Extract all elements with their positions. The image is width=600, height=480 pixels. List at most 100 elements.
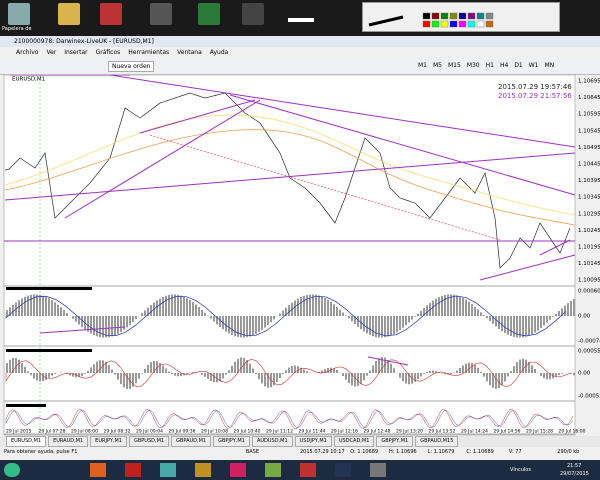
- timestamp: 2015.07.29 19:57:46: [498, 83, 572, 91]
- color-swatch[interactable]: [476, 20, 485, 28]
- histogram-bar: [501, 316, 503, 332]
- status-field: H: 1.10696: [388, 449, 417, 455]
- chart-tab[interactable]: AUDUSD,M1: [251, 436, 293, 447]
- timeframe-button[interactable]: M1: [418, 62, 427, 69]
- histogram-bar: [534, 316, 536, 333]
- histogram-bar: [132, 316, 134, 323]
- histogram-bar: [321, 296, 323, 316]
- taskbar-app[interactable]: [195, 463, 211, 477]
- histogram-bar: [216, 316, 218, 325]
- histogram-bar: [525, 359, 527, 373]
- chart-tab[interactable]: GBPAUD,M1: [171, 436, 212, 447]
- color-swatch[interactable]: [485, 12, 494, 20]
- color-swatch[interactable]: [449, 20, 458, 28]
- color-swatch[interactable]: [467, 20, 476, 28]
- menu-item[interactable]: Archivo: [16, 49, 39, 56]
- timeframe-button[interactable]: M15: [448, 62, 461, 69]
- color-swatch[interactable]: [440, 20, 449, 28]
- histogram-bar: [231, 365, 233, 373]
- timeframe-button[interactable]: H1: [485, 62, 494, 69]
- folder-icon[interactable]: [58, 3, 80, 25]
- color-swatch[interactable]: [476, 12, 485, 20]
- chart-tab[interactable]: EURJPY,M1: [90, 436, 127, 447]
- menu-item[interactable]: Gráficos: [95, 49, 121, 56]
- timeframe-button[interactable]: D1: [514, 62, 523, 69]
- histogram-bar: [510, 371, 512, 373]
- timeframe-button[interactable]: MN: [544, 62, 555, 69]
- histogram-bar: [546, 373, 548, 380]
- histogram-bar: [426, 371, 428, 373]
- palette: [422, 12, 494, 28]
- histogram-bar: [231, 316, 233, 336]
- timeframe-button[interactable]: H4: [499, 62, 509, 69]
- taskbar-app[interactable]: [300, 463, 316, 477]
- color-swatch[interactable]: [467, 12, 476, 20]
- histogram-bar: [273, 316, 275, 320]
- menu-item[interactable]: Insertar: [64, 49, 88, 56]
- taskbar-app[interactable]: [335, 463, 351, 477]
- histogram-bar: [330, 301, 332, 316]
- new-order-button[interactable]: Nueva orden: [108, 61, 155, 72]
- histogram-bar: [90, 316, 92, 334]
- menu-item[interactable]: Ver: [46, 49, 57, 56]
- taskbar-app[interactable]: [265, 463, 281, 477]
- histogram-bar: [198, 307, 200, 316]
- histogram-bar: [390, 316, 392, 336]
- histogram-bar: [570, 373, 572, 374]
- chart-tab[interactable]: EURAUD,M1: [48, 436, 89, 447]
- taskbar-app[interactable]: [160, 463, 176, 477]
- histogram-bar: [459, 367, 461, 373]
- histogram-bar: [96, 316, 98, 337]
- color-swatch[interactable]: [458, 20, 467, 28]
- histogram-bar: [243, 316, 245, 338]
- color-swatch[interactable]: [422, 12, 431, 20]
- histogram-bar: [153, 360, 155, 373]
- app-icon[interactable]: [242, 3, 264, 25]
- chart-tab[interactable]: USDJPY,M1: [294, 436, 332, 447]
- taskbar-app[interactable]: [90, 463, 106, 477]
- app-icon[interactable]: [150, 3, 172, 25]
- color-swatch[interactable]: [485, 20, 494, 28]
- timeframe-button[interactable]: W1: [528, 62, 539, 69]
- chart-tab[interactable]: GBPJPY,M1: [376, 436, 414, 447]
- recycle-bin-icon[interactable]: [8, 3, 30, 25]
- color-swatch[interactable]: [422, 20, 431, 28]
- color-swatch[interactable]: [458, 12, 467, 20]
- color-swatch[interactable]: [431, 12, 440, 20]
- histogram-bar: [6, 310, 8, 316]
- taskbar-app[interactable]: [370, 463, 386, 477]
- links[interactable]: Vínculos: [510, 467, 531, 473]
- histogram-bar: [513, 316, 515, 337]
- menu-item[interactable]: Ayuda: [209, 49, 229, 56]
- app-icon[interactable]: [100, 3, 122, 25]
- timeframe-button[interactable]: M5: [433, 62, 442, 69]
- time-label: 29 Jul 2015: [6, 429, 32, 435]
- histogram-bar: [114, 373, 116, 375]
- histogram-bar: [108, 316, 110, 338]
- chart-tab[interactable]: EURUSD,M1: [6, 436, 47, 447]
- timeframe-button[interactable]: M30: [466, 62, 480, 69]
- taskbar-app[interactable]: [125, 463, 141, 477]
- menu-item[interactable]: Ventana: [177, 49, 202, 56]
- color-swatch[interactable]: [440, 12, 449, 20]
- histogram-bar: [348, 316, 350, 319]
- histogram-bar: [285, 307, 287, 316]
- chart-tab[interactable]: USDCAD,M1: [333, 436, 375, 447]
- histogram-bar: [378, 358, 380, 373]
- chart-tab[interactable]: GBPUSD,M1: [128, 436, 170, 447]
- color-swatch[interactable]: [431, 20, 440, 28]
- indicator-label: 0.000551: [578, 349, 600, 355]
- histogram-bar: [156, 300, 158, 316]
- app-icon[interactable]: [198, 3, 220, 25]
- chart-tab[interactable]: GBPJPY,M1: [213, 436, 250, 447]
- menu-item[interactable]: Herramientas: [128, 49, 170, 56]
- taskbar-app[interactable]: [230, 463, 246, 477]
- histogram-bar: [195, 304, 197, 316]
- histogram-bar: [330, 367, 332, 373]
- start-button[interactable]: [4, 463, 20, 477]
- price-label: 1.10095: [578, 278, 600, 284]
- histogram-bar: [288, 367, 290, 373]
- color-swatch[interactable]: [449, 12, 458, 20]
- histogram-bar: [225, 316, 227, 332]
- chart-tab[interactable]: GBPAUD,M15: [415, 436, 459, 447]
